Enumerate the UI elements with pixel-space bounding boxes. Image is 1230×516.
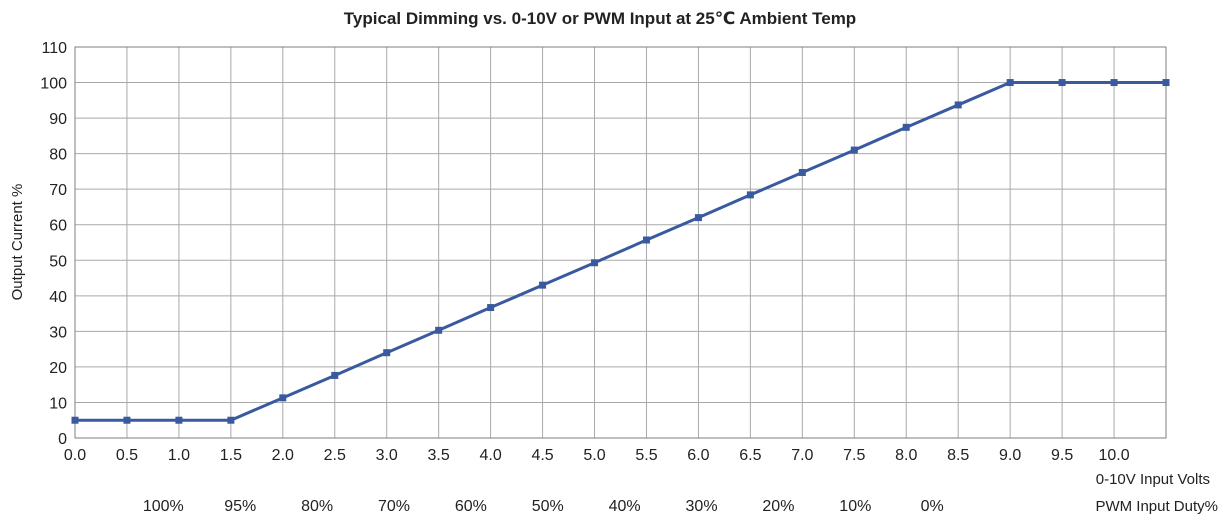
x-axis-title: 0-10V Input Volts [1096, 471, 1210, 488]
y-tick-label: 70 [49, 182, 67, 199]
pwm-duty-label: 80% [301, 498, 333, 515]
pwm-duty-label: 20% [762, 498, 794, 515]
x-tick-label: 7.0 [791, 447, 813, 464]
pwm-duty-labels: 100% 95% 80% 70% 60% 50% 40% 30% 20% 10% 0% [143, 498, 944, 515]
y-tick-label: 100 [40, 76, 67, 93]
data-point [435, 326, 443, 334]
data-point [487, 304, 495, 312]
y-tick-label: 20 [49, 360, 67, 377]
x-axis-ticks: 0.0 0.5 1.0 1.5 2.0 2.5 3.0 3.5 4.0 4.5 5.0 5.5 6.0 6… [64, 447, 1130, 464]
data-point [1006, 79, 1014, 87]
data-point [383, 349, 391, 357]
data-point [539, 281, 547, 289]
pwm-duty-label: 40% [609, 498, 641, 515]
data-point [1058, 79, 1066, 87]
data-point [71, 416, 79, 424]
x-tick-label: 8.5 [947, 447, 969, 464]
data-point [175, 416, 183, 424]
x-tick-label: 7.5 [843, 447, 865, 464]
y-axis-title: Output Current % [9, 184, 26, 301]
x-tick-label: 9.0 [999, 447, 1021, 464]
data-point [123, 416, 131, 424]
data-point [694, 214, 702, 222]
x-tick-label: 3.0 [376, 447, 398, 464]
x-tick-label: 10.0 [1098, 447, 1129, 464]
y-tick-label: 50 [49, 253, 67, 270]
x-tick-label: 1.0 [168, 447, 190, 464]
x-tick-label: 5.5 [635, 447, 657, 464]
y-tick-label: 30 [49, 324, 67, 341]
pwm-duty-label: 95% [224, 498, 256, 515]
x-tick-label: 4.5 [531, 447, 553, 464]
data-point [331, 371, 339, 379]
data-point [1110, 79, 1118, 87]
data-point [746, 191, 754, 199]
pwm-duty-label: 50% [532, 498, 564, 515]
data-point [279, 394, 287, 402]
x-tick-label: 4.0 [479, 447, 501, 464]
x-tick-label: 8.0 [895, 447, 917, 464]
y-tick-label: 0 [58, 431, 67, 448]
y-tick-label: 90 [49, 111, 67, 128]
y-axis-ticks: 0 10 20 30 40 50 60 70 80 90 100 110 [40, 40, 67, 448]
plot-frame [74, 46, 1167, 439]
series-layer [71, 79, 1170, 424]
x-tick-label: 2.0 [272, 447, 294, 464]
x-tick-label: 5.0 [583, 447, 605, 464]
data-point [902, 123, 910, 131]
y-tick-label: 10 [49, 395, 67, 412]
pwm-duty-label: 60% [455, 498, 487, 515]
chart-title: Typical Dimming vs. 0-10V or PWM Input a… [344, 9, 856, 28]
x-tick-label: 6.5 [739, 447, 761, 464]
y-tick-label: 60 [49, 218, 67, 235]
y-tick-label: 80 [49, 147, 67, 164]
data-point [591, 259, 599, 267]
pwm-duty-label: 0% [921, 498, 944, 515]
x-tick-label: 6.0 [687, 447, 709, 464]
series-line [75, 81, 1166, 422]
pwm-axis-title: PWM Input Duty% [1095, 498, 1218, 515]
x-tick-label: 0.0 [64, 447, 86, 464]
x-tick-label: 9.5 [1051, 447, 1073, 464]
data-point [642, 236, 650, 244]
data-point [227, 416, 235, 424]
y-tick-label: 40 [49, 289, 67, 306]
grid [74, 46, 1166, 439]
data-point [954, 101, 962, 109]
pwm-duty-label: 30% [686, 498, 718, 515]
x-tick-label: 0.5 [116, 447, 138, 464]
y-tick-label: 110 [41, 40, 67, 57]
pwm-duty-label: 70% [378, 498, 410, 515]
pwm-duty-label: 10% [839, 498, 871, 515]
data-point [1162, 79, 1170, 87]
x-tick-label: 1.5 [220, 447, 242, 464]
data-point [850, 146, 858, 154]
data-point [798, 168, 806, 176]
x-tick-label: 3.5 [428, 447, 450, 464]
x-tick-label: 2.5 [324, 447, 346, 464]
pwm-duty-label: 100% [143, 498, 184, 515]
